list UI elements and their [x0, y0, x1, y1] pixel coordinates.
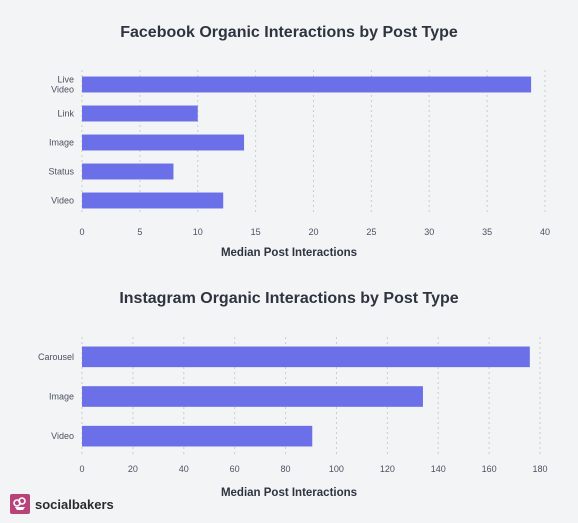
bar — [82, 425, 313, 447]
x-tick-label: 15 — [251, 227, 261, 237]
x-tick-label: 40 — [540, 227, 550, 237]
bar — [82, 346, 530, 368]
x-tick-label: 5 — [137, 227, 142, 237]
x-tick-label: 100 — [329, 464, 344, 474]
instagram-chart-title: Instagram Organic Interactions by Post T… — [119, 290, 459, 307]
brand-logo: socialbakers — [10, 494, 114, 514]
y-category-label: Link — [57, 109, 74, 119]
y-category-label: Image — [49, 138, 74, 148]
bar — [82, 192, 224, 209]
x-tick-label: 20 — [128, 464, 138, 474]
bar — [82, 76, 532, 93]
x-tick-label: 120 — [380, 464, 395, 474]
bar — [82, 134, 245, 151]
y-category-label: Video — [51, 85, 74, 95]
y-category-label: Carousel — [38, 352, 74, 362]
x-tick-label: 25 — [366, 227, 376, 237]
y-category-label: Live — [57, 75, 74, 85]
x-tick-label: 140 — [431, 464, 446, 474]
x-tick-label: 0 — [79, 464, 84, 474]
bar — [82, 105, 198, 122]
x-tick-label: 35 — [482, 227, 492, 237]
socialbakers-logo-icon — [10, 494, 30, 514]
x-tick-label: 20 — [308, 227, 318, 237]
x-tick-label: 30 — [424, 227, 434, 237]
y-category-label: Video — [51, 431, 74, 441]
x-tick-label: 160 — [482, 464, 497, 474]
y-category-label: Video — [51, 196, 74, 206]
x-tick-label: 10 — [193, 227, 203, 237]
bar — [82, 163, 174, 180]
instagram-x-axis-title: Median Post Interactions — [220, 487, 358, 499]
x-tick-label: 180 — [532, 464, 547, 474]
x-tick-label: 0 — [79, 227, 84, 237]
x-tick-label: 60 — [230, 464, 240, 474]
y-category-label: Image — [49, 392, 74, 402]
bar — [82, 386, 423, 407]
x-tick-label: 40 — [179, 464, 189, 474]
facebook-chart-title: Facebook Organic Interactions by Post Ty… — [120, 24, 458, 41]
facebook-bar-chart: 0 5 10 15 20 25 30 35 40LiveVideoLinkImageStatus… — [48, 70, 550, 237]
brand-name: socialbakers — [35, 496, 114, 512]
x-tick-label: 80 — [281, 464, 291, 474]
facebook-x-axis-title: Median Post Interactions — [220, 247, 358, 259]
instagram-bar-chart: 0 20 40 60 80 100 120 140 160 180 Carousel Image Vid… — [38, 337, 548, 474]
y-category-label: Status — [48, 167, 74, 177]
